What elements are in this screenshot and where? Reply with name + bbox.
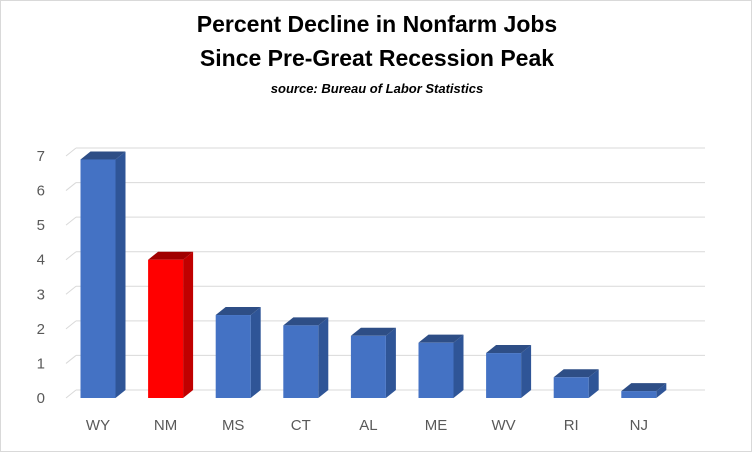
bar-top-nm [148,251,194,260]
bar-wv [486,353,522,398]
gridline-depth [65,182,77,191]
x-tick-label-ct: CT [291,417,311,434]
bar-ct [283,325,319,398]
bar-side-wv [521,345,532,398]
y-tick-label: 3 [37,286,45,303]
bar-top-wy [80,151,126,160]
x-tick-label-nm: NM [154,417,177,434]
bar-top-ms [215,307,261,316]
gridline-depth [65,355,77,364]
chart-subtitle: source: Bureau of Labor Statistics [270,81,484,96]
x-tick-label-nj: NJ [630,417,648,434]
gridline-depth [65,216,77,226]
bar-side-ri [588,369,599,398]
y-tick-label: 7 [37,148,45,165]
bar-side-nm [183,251,194,398]
x-tick-label-ms: MS [222,417,245,434]
y-tick-label: 5 [37,217,45,234]
bar-top-ct [283,317,329,326]
x-tick-label-wy: WY [86,417,110,434]
y-tick-label: 4 [37,252,45,269]
bar-nj [621,391,657,398]
bar-side-ms [250,307,261,398]
bar-ms [215,315,251,398]
gridline-depth [65,285,77,295]
x-tick-label-wv: WV [492,417,516,434]
gridline-depth [65,389,77,399]
bar-top-wv [486,345,532,354]
chart-title-line1: Percent Decline in Nonfarm Jobs [196,11,558,37]
x-tick-label-ri: RI [564,417,579,434]
chart-title-line2: Since Pre-Great Recession Peak [199,45,555,71]
bar-al [350,335,386,398]
bar-top-al [350,327,396,336]
bar-top-ri [553,369,599,378]
y-tick-label: 2 [37,321,45,338]
bar-nm [148,259,184,398]
bar-side-ct [318,317,329,398]
y-tick-label: 1 [37,355,45,372]
bar-top-nj [621,383,667,392]
y-tick-label: 0 [37,390,45,407]
gridline-depth [65,251,77,261]
bar-wy [80,159,116,398]
bar-me [418,342,454,398]
gridline-depth [65,320,77,330]
x-tick-label-me: ME [425,417,448,434]
bar-top-me [418,334,464,343]
bar-side-me [453,334,464,398]
bar-side-nj [656,383,667,398]
bar-side-al [385,327,396,398]
gridline-depth [65,147,77,157]
bar-ri [553,377,589,398]
y-tick-label: 6 [37,183,45,200]
bar-side-wy [115,151,126,398]
x-tick-label-al: AL [359,417,377,434]
